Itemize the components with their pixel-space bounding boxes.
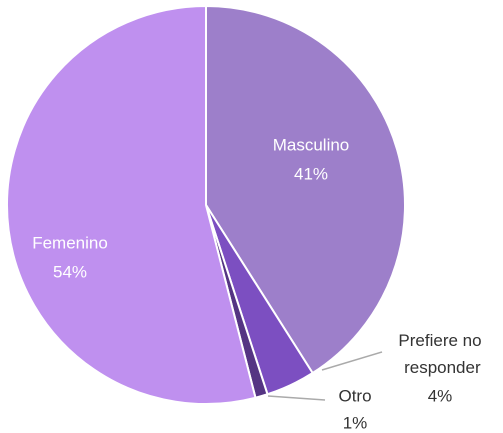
slice-value-label: 4% (428, 386, 453, 405)
slice-label: Masculino (273, 135, 350, 154)
leader-line (267, 395, 326, 401)
leader-line (321, 351, 383, 371)
slice-label: Otro (338, 386, 371, 405)
slice-value-label: 54% (53, 262, 87, 281)
slice-label: Femenino (32, 233, 108, 252)
pie-slice (205, 4, 406, 375)
slice-value-label: 41% (294, 164, 328, 183)
slice-value-label: 1% (343, 413, 368, 432)
slice-label: Prefiere no responder (398, 331, 481, 377)
pie-slice (6, 4, 257, 405)
